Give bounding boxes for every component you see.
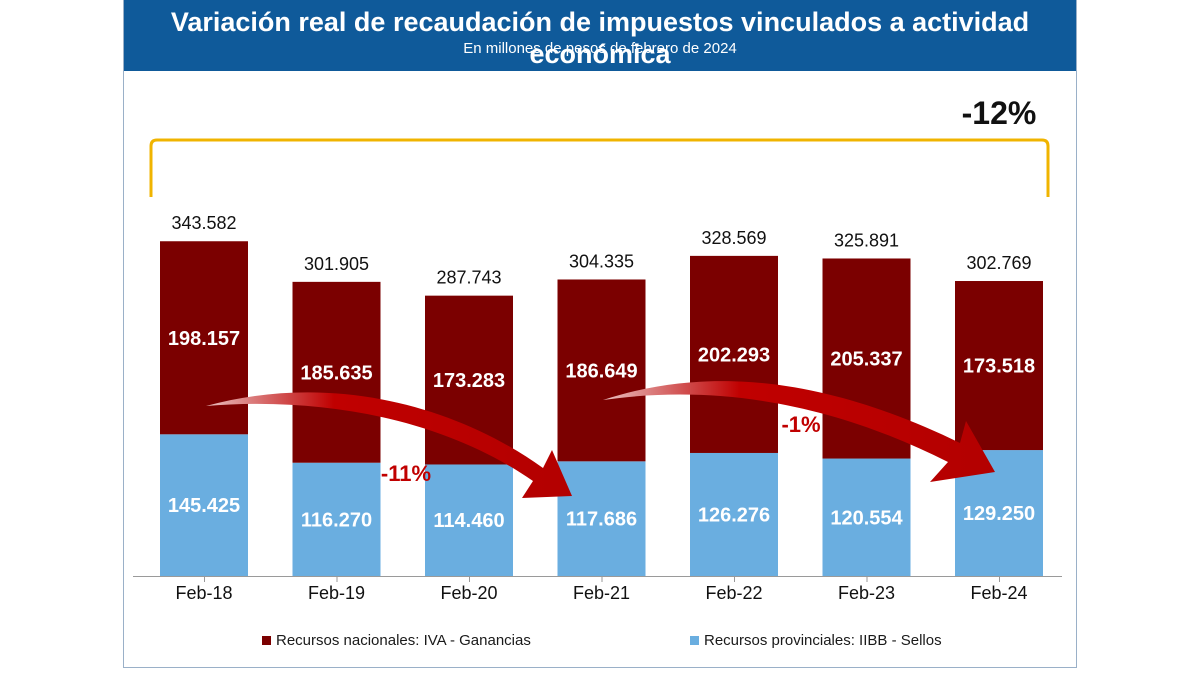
legend-item-provincial: Recursos provinciales: IIBB - Sellos [690, 632, 942, 649]
bar-provincial-feb-19 [292, 462, 381, 576]
x-tick-label-feb-21: Feb-21 [573, 583, 630, 603]
bar-provincial-feb-20 [425, 464, 513, 576]
bar-nacional-feb-21 [557, 279, 646, 462]
x-tick-label-feb-24: Feb-24 [970, 583, 1027, 603]
data-label-provincial-feb-24: 129.250 [963, 503, 1035, 525]
annotation-feb21-feb24: -1% [781, 412, 820, 437]
data-label-provincial-feb-19: 116.270 [301, 509, 372, 531]
bar-nacional-feb-19 [292, 281, 381, 463]
annotation-total-change: -12% [962, 95, 1037, 131]
chart-title: Variación real de recaudación de impuest… [170, 7, 1030, 69]
data-label-nacional-feb-23: 205.337 [830, 349, 902, 371]
legend-swatch-nacional [262, 636, 271, 645]
total-label-feb-23: 325.891 [834, 230, 899, 250]
bar-nacional-feb-22 [690, 255, 778, 453]
data-label-nacional-feb-22: 202.293 [698, 344, 770, 366]
legend-swatch-provincial [690, 636, 699, 645]
legend-item-nacional: Recursos nacionales: IVA - Ganancias [262, 632, 531, 649]
total-change-bracket [149, 138, 1050, 197]
arrow-feb21-feb24 [603, 381, 995, 482]
bar-provincial-feb-23 [822, 458, 911, 576]
x-tick-label-feb-23: Feb-23 [838, 583, 895, 603]
arrow-feb18-feb21 [206, 392, 572, 498]
legend-label-provincial: Recursos provinciales: IIBB - Sellos [704, 632, 942, 649]
data-label-provincial-feb-18: 145.425 [168, 495, 240, 517]
data-label-nacional-feb-19: 185.635 [300, 362, 372, 384]
bar-provincial-feb-18 [160, 434, 248, 576]
total-label-feb-19: 301.905 [304, 254, 369, 274]
bar-nacional-feb-24 [955, 281, 1043, 451]
total-label-feb-18: 343.582 [171, 213, 236, 233]
x-tick-label-feb-22: Feb-22 [705, 583, 762, 603]
data-label-provincial-feb-23: 120.554 [830, 507, 903, 529]
total-label-feb-22: 328.569 [701, 228, 766, 248]
total-label-feb-24: 302.769 [966, 253, 1031, 273]
data-label-nacional-feb-21: 186.649 [565, 360, 637, 382]
total-label-feb-20: 287.743 [436, 268, 501, 288]
annotation-feb18-feb21: -11% [381, 461, 431, 486]
data-label-nacional-feb-24: 173.518 [963, 356, 1035, 378]
chart-subtitle: En millones de pesos de febrero de 2024 [463, 40, 737, 57]
data-label-provincial-feb-22: 126.276 [698, 504, 770, 526]
data-label-nacional-feb-20: 173.283 [433, 370, 505, 392]
bar-provincial-feb-21 [557, 461, 646, 576]
data-label-provincial-feb-21: 117.686 [566, 509, 637, 531]
legend-label-nacional: Recursos nacionales: IVA - Ganancias [276, 632, 531, 649]
x-tick-label-feb-19: Feb-19 [308, 583, 365, 603]
x-tick-label-feb-20: Feb-20 [440, 583, 497, 603]
total-label-feb-21: 304.335 [569, 251, 634, 271]
data-label-provincial-feb-20: 114.460 [433, 510, 504, 532]
header-bar [124, 0, 1076, 71]
bar-provincial-feb-22 [690, 452, 778, 576]
x-tick-label-feb-18: Feb-18 [175, 583, 232, 603]
data-label-nacional-feb-18: 198.157 [168, 328, 240, 350]
